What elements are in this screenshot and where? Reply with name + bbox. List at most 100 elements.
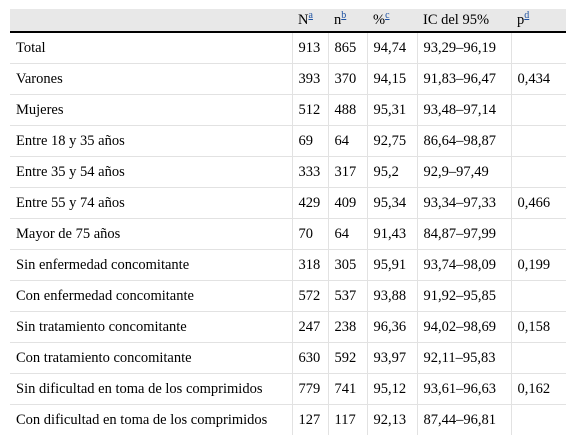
footnote-a-link[interactable]: a xyxy=(308,9,313,21)
results-table: Na nb %c IC del 95% pd Total 913 865 94,74 9… xyxy=(10,9,566,435)
cell-pct: 95,2 xyxy=(367,156,418,188)
cell-n: 592 xyxy=(328,342,368,374)
cell-ic: 92,11–95,83 xyxy=(417,342,512,374)
cell-ic: 87,44–96,81 xyxy=(417,404,512,435)
cell-pct: 92,13 xyxy=(367,404,418,435)
cell-N: 393 xyxy=(292,63,329,95)
table-row: Con enfermedad concomitante 572 537 93,88 91… xyxy=(10,280,566,312)
cell-pct: 93,88 xyxy=(367,280,418,312)
cell-N: 630 xyxy=(292,342,329,374)
row-label: Con enfermedad concomitante xyxy=(10,280,293,312)
cell-p xyxy=(511,94,566,126)
cell-n: 317 xyxy=(328,156,368,188)
cell-n: 537 xyxy=(328,280,368,312)
cell-p xyxy=(511,218,566,250)
row-label: Total xyxy=(10,32,293,64)
footnote-b-link[interactable]: b xyxy=(341,9,347,21)
cell-p xyxy=(511,404,566,435)
table-row: Con dificultad en toma de los comprimido… xyxy=(10,404,566,435)
cell-n: 238 xyxy=(328,311,368,343)
cell-N: 913 xyxy=(292,32,329,64)
header-ic: IC del 95% xyxy=(417,9,511,33)
row-label: Sin enfermedad concomitante xyxy=(10,249,293,281)
header-empty xyxy=(10,9,292,33)
header-n: nb xyxy=(328,9,367,33)
row-label: Mujeres xyxy=(10,94,293,126)
cell-N: 70 xyxy=(292,218,329,250)
cell-p xyxy=(511,125,566,157)
table-header: Na nb %c IC del 95% pd xyxy=(10,9,566,33)
row-label: Mayor de 75 años xyxy=(10,218,293,250)
cell-pct: 94,74 xyxy=(367,32,418,64)
cell-pct: 95,31 xyxy=(367,94,418,126)
cell-n: 409 xyxy=(328,187,368,219)
cell-p xyxy=(511,32,566,64)
cell-n: 741 xyxy=(328,373,368,405)
cell-N: 247 xyxy=(292,311,329,343)
cell-pct: 93,97 xyxy=(367,342,418,374)
header-row: Na nb %c IC del 95% pd xyxy=(10,9,566,33)
cell-ic: 93,61–96,63 xyxy=(417,373,512,405)
cell-pct: 96,36 xyxy=(367,311,418,343)
cell-p: 0,158 xyxy=(511,311,566,343)
table-row: Entre 55 y 74 años 429 409 95,34 93,34–97,33… xyxy=(10,187,566,219)
cell-ic: 91,83–96,47 xyxy=(417,63,512,95)
header-n-label: n xyxy=(334,11,342,28)
cell-N: 333 xyxy=(292,156,329,188)
footnote-d-link[interactable]: d xyxy=(524,9,530,21)
row-label: Con dificultad en toma de los comprimido… xyxy=(10,404,293,435)
header-pct-label: % xyxy=(373,11,386,28)
row-label: Entre 55 y 74 años xyxy=(10,187,293,219)
cell-p: 0,466 xyxy=(511,187,566,219)
cell-ic: 86,64–98,87 xyxy=(417,125,512,157)
table-row: Con tratamiento concomitante 630 592 93,97 9… xyxy=(10,342,566,374)
cell-pct: 95,91 xyxy=(367,249,418,281)
cell-pct: 95,34 xyxy=(367,187,418,219)
cell-n: 370 xyxy=(328,63,368,95)
cell-p xyxy=(511,342,566,374)
cell-N: 69 xyxy=(292,125,329,157)
cell-N: 572 xyxy=(292,280,329,312)
cell-N: 512 xyxy=(292,94,329,126)
row-label: Varones xyxy=(10,63,293,95)
cell-N: 127 xyxy=(292,404,329,435)
table-row: Varones 393 370 94,15 91,83–96,47 0,434 xyxy=(10,63,566,95)
cell-pct: 94,15 xyxy=(367,63,418,95)
cell-p: 0,162 xyxy=(511,373,566,405)
cell-p: 0,199 xyxy=(511,249,566,281)
cell-pct: 95,12 xyxy=(367,373,418,405)
table-row: Sin dificultad en toma de los comprimido… xyxy=(10,373,566,405)
cell-N: 779 xyxy=(292,373,329,405)
cell-pct: 91,43 xyxy=(367,218,418,250)
table-row: Sin tratamiento concomitante 247 238 96,36 9… xyxy=(10,311,566,343)
row-label: Sin tratamiento concomitante xyxy=(10,311,293,343)
table-row: Mujeres 512 488 95,31 93,48–97,14 xyxy=(10,94,566,126)
cell-ic: 94,02–98,69 xyxy=(417,311,512,343)
cell-n: 64 xyxy=(328,125,368,157)
cell-n: 64 xyxy=(328,218,368,250)
table-row: Entre 35 y 54 años 333 317 95,2 92,9–97,49 xyxy=(10,156,566,188)
header-N: Na xyxy=(292,9,328,33)
row-label: Sin dificultad en toma de los comprimido… xyxy=(10,373,293,405)
cell-N: 318 xyxy=(292,249,329,281)
cell-n: 488 xyxy=(328,94,368,126)
table-body: Total 913 865 94,74 93,29–96,19 Varones 393 370… xyxy=(10,32,566,435)
row-label: Con tratamiento concomitante xyxy=(10,342,293,374)
row-label: Entre 18 y 35 años xyxy=(10,125,293,157)
header-p: pd xyxy=(511,9,566,33)
cell-ic: 91,92–95,85 xyxy=(417,280,512,312)
cell-n: 305 xyxy=(328,249,368,281)
table-row: Mayor de 75 años 70 64 91,43 84,87–97,99 xyxy=(10,218,566,250)
table-row: Sin enfermedad concomitante 318 305 95,91 93… xyxy=(10,249,566,281)
cell-ic: 93,74–98,09 xyxy=(417,249,512,281)
cell-ic: 93,34–97,33 xyxy=(417,187,512,219)
cell-p xyxy=(511,280,566,312)
table-row: Total 913 865 94,74 93,29–96,19 xyxy=(10,32,566,64)
header-pct: %c xyxy=(367,9,417,33)
table-row: Entre 18 y 35 años 69 64 92,75 86,64–98,87 xyxy=(10,125,566,157)
footnote-c-link[interactable]: c xyxy=(385,9,390,21)
cell-n: 865 xyxy=(328,32,368,64)
cell-ic: 92,9–97,49 xyxy=(417,156,512,188)
row-label: Entre 35 y 54 años xyxy=(10,156,293,188)
header-p-label: p xyxy=(517,11,525,28)
